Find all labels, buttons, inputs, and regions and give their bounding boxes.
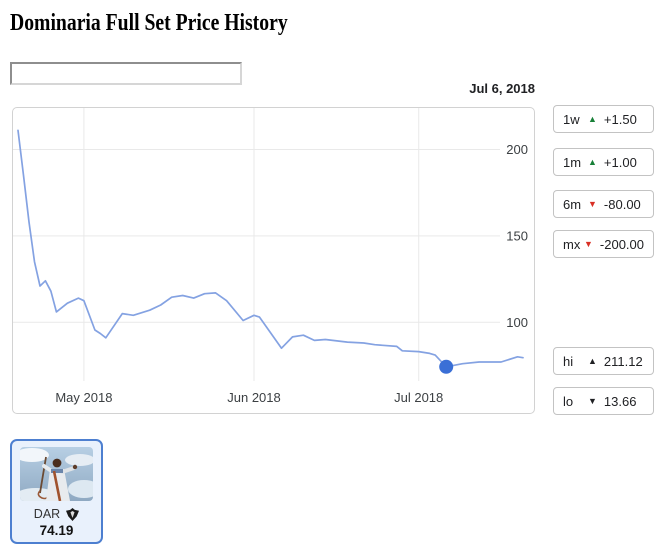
stat-change-value: -80.00 <box>603 196 641 212</box>
set-code-label: DAR <box>33 507 61 521</box>
chart-hover-date: Jul 6, 2018 <box>469 81 535 96</box>
stat-box-lo: lo ▼ 13.66 <box>553 387 654 415</box>
card-filter-input[interactable] <box>10 62 242 85</box>
stat-range-label: hi <box>563 353 574 369</box>
stat-range-label: 6m <box>563 196 582 212</box>
svg-text:200: 200 <box>506 142 528 157</box>
card-art-image <box>20 447 93 501</box>
stat-change-value: +1.00 <box>603 154 637 170</box>
price-chart-container[interactable]: 100 150 200 May 2018 Jun 2018 Jul 2018 <box>12 107 535 414</box>
stat-low-value: 13.66 <box>603 393 637 409</box>
stat-range-label: mx <box>563 236 581 252</box>
set-price-label: 74.19 <box>39 523 74 538</box>
svg-text:Jun 2018: Jun 2018 <box>227 390 281 405</box>
stat-box-1w: 1w ▲ +1.50 <box>553 105 654 133</box>
svg-text:May 2018: May 2018 <box>55 390 112 405</box>
arrow-up-icon: ▲ <box>588 156 597 167</box>
arrow-down-icon: ▼ <box>583 238 593 249</box>
price-chart-svg[interactable]: 100 150 200 May 2018 Jun 2018 Jul 2018 <box>13 108 534 413</box>
arrow-down-icon: ▼ <box>588 198 597 209</box>
stat-range-label: lo <box>563 393 574 409</box>
stat-box-6m: 6m ▼ -80.00 <box>553 190 654 218</box>
svg-text:150: 150 <box>506 228 528 243</box>
arrow-up-icon: ▲ <box>588 113 597 124</box>
card-code-row: DAR <box>12 507 101 521</box>
stat-box-mx: mx ▼ -200.00 <box>553 230 654 258</box>
arrow-up-icon: ▲ <box>588 355 597 366</box>
stat-box-1m: 1m ▲ +1.00 <box>553 148 654 176</box>
svg-text:Jul 2018: Jul 2018 <box>394 390 443 405</box>
stat-range-label: 1w <box>563 111 580 127</box>
stat-high-value: 211.12 <box>603 353 643 369</box>
stat-change-value: -200.00 <box>599 236 644 252</box>
dominaria-set-icon <box>66 507 80 521</box>
stat-range-label: 1m <box>563 154 582 170</box>
stat-box-hi: hi ▲ 211.12 <box>553 347 654 375</box>
svg-text:100: 100 <box>506 315 528 330</box>
page-title: Dominaria Full Set Price History <box>10 10 288 36</box>
stat-change-value: +1.50 <box>603 111 637 127</box>
set-card-tile[interactable]: DAR 74.19 <box>10 439 103 544</box>
arrow-down-icon: ▼ <box>588 395 597 406</box>
